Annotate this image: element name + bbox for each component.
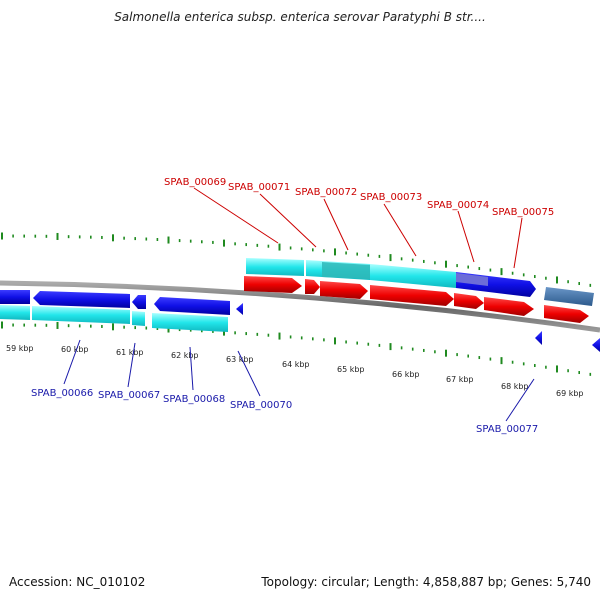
accession-text: Accession: NC_010102 bbox=[9, 575, 146, 589]
leader-line bbox=[323, 198, 349, 251]
gene-arrow-SPAB_00074[interactable] bbox=[454, 293, 484, 309]
cyan-block[interactable] bbox=[32, 306, 130, 324]
gene-arrow-SPAB_00067[interactable] bbox=[33, 291, 130, 308]
gene-label-SPAB_00068[interactable]: SPAB_00068 bbox=[163, 394, 225, 405]
lower-blue-genes bbox=[0, 290, 600, 352]
genome-backbone bbox=[0, 280, 600, 333]
outer-tick-row bbox=[1, 232, 592, 287]
kbp-label: 64 kbp bbox=[282, 360, 310, 369]
kbp-label: 69 kbp bbox=[556, 389, 584, 398]
gene-label-SPAB_00069[interactable]: SPAB_00069 bbox=[164, 177, 226, 188]
gene-arrow-SPAB_00077[interactable] bbox=[535, 331, 542, 345]
topology-text: Topology: circular; Length: 4,858,887 bp… bbox=[261, 575, 591, 589]
kbp-label: 62 kbp bbox=[171, 351, 199, 360]
steel-block[interactable] bbox=[544, 287, 594, 306]
cyan-block[interactable] bbox=[246, 258, 304, 276]
leader-line bbox=[63, 339, 81, 385]
gene-arrow-SPAB_00073[interactable] bbox=[370, 285, 454, 306]
cyan-block-shaded[interactable] bbox=[322, 262, 370, 279]
gene-arrow-edge[interactable] bbox=[592, 338, 600, 352]
gene-label-SPAB_00066[interactable]: SPAB_00066 bbox=[31, 388, 93, 399]
gene-label-SPAB_00070[interactable]: SPAB_00070 bbox=[230, 400, 292, 411]
kbp-label: 61 kbp bbox=[116, 348, 144, 357]
kbp-label: 65 kbp bbox=[337, 365, 365, 374]
inner-tick-row bbox=[1, 321, 592, 376]
map-title: Salmonella enterica subsp. enterica sero… bbox=[114, 10, 486, 24]
gene-label-SPAB_00074[interactable]: SPAB_00074 bbox=[427, 200, 489, 211]
gene-arrow-SPAB_00066[interactable] bbox=[0, 290, 30, 304]
blue-block-shaded[interactable] bbox=[456, 273, 488, 286]
gene-label-SPAB_00077[interactable]: SPAB_00077 bbox=[476, 424, 538, 435]
lower-cyan-track bbox=[0, 305, 228, 332]
gene-label-SPAB_00075[interactable]: SPAB_00075 bbox=[492, 207, 554, 218]
kbp-label: 60 kbp bbox=[61, 345, 89, 354]
cyan-block[interactable] bbox=[370, 264, 456, 288]
upper-gene-labels: SPAB_00069 SPAB_00071 SPAB_00072 SPAB_00… bbox=[164, 177, 554, 269]
gene-arrow-SPAB_00070[interactable] bbox=[154, 297, 230, 315]
cyan-block[interactable] bbox=[132, 311, 145, 326]
cyan-block[interactable] bbox=[152, 313, 228, 332]
leader-line bbox=[513, 217, 523, 269]
leader-line bbox=[193, 187, 279, 244]
kbp-label: 63 kbp bbox=[226, 355, 254, 364]
kbp-scale: 59 kbp 60 kbp 61 kbp 62 kbp 63 kbp 64 kb… bbox=[6, 344, 584, 398]
gene-label-SPAB_00071[interactable]: SPAB_00071 bbox=[228, 182, 290, 193]
gene-label-SPAB_00073[interactable]: SPAB_00073 bbox=[360, 192, 422, 203]
leader-line bbox=[237, 350, 261, 397]
gene-arrow-small[interactable] bbox=[236, 303, 243, 315]
lower-gene-labels: SPAB_00066 SPAB_00067 SPAB_00068 SPAB_00… bbox=[31, 339, 538, 435]
kbp-label: 59 kbp bbox=[6, 344, 34, 353]
upper-cyan-track bbox=[246, 258, 594, 306]
leader-line bbox=[383, 203, 417, 257]
gene-arrow-SPAB_00072[interactable] bbox=[320, 281, 368, 299]
leader-line bbox=[259, 193, 317, 248]
gene-arrow-SPAB_00077-fwd[interactable] bbox=[544, 305, 589, 323]
gene-label-SPAB_00072[interactable]: SPAB_00072 bbox=[295, 187, 357, 198]
gene-label-SPAB_00067[interactable]: SPAB_00067 bbox=[98, 390, 160, 401]
gene-arrow-SPAB_00069[interactable] bbox=[244, 276, 302, 293]
gene-arrow-SPAB_00071[interactable] bbox=[305, 279, 320, 294]
gene-arrow-SPAB_00068[interactable] bbox=[132, 295, 146, 309]
kbp-label: 68 kbp bbox=[501, 382, 529, 391]
leader-line bbox=[127, 342, 136, 388]
upper-red-genes bbox=[244, 276, 589, 323]
gene-arrow-SPAB_00075[interactable] bbox=[484, 297, 534, 316]
leader-line bbox=[505, 378, 535, 422]
kbp-label: 66 kbp bbox=[392, 370, 420, 379]
kbp-label: 67 kbp bbox=[446, 375, 474, 384]
leader-line bbox=[189, 346, 194, 391]
cyan-block[interactable] bbox=[0, 305, 30, 320]
leader-line bbox=[457, 210, 475, 263]
